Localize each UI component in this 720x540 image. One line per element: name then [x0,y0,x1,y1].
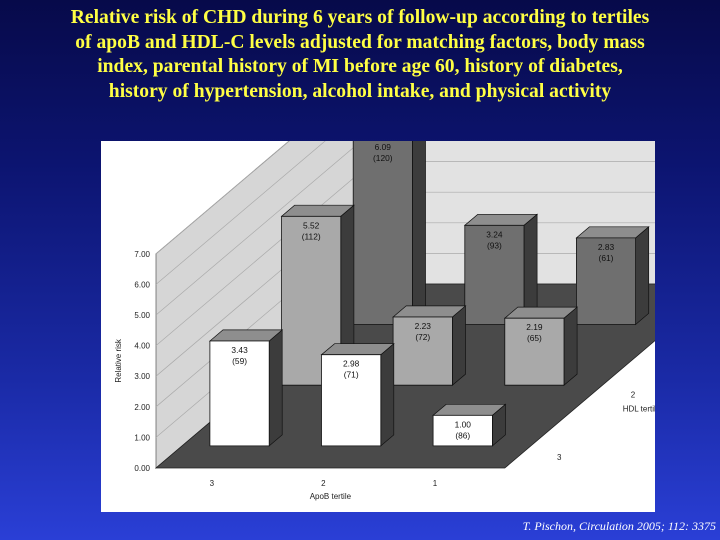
y-tick-label: 6.00 [134,280,150,289]
bar-top [320,343,395,356]
title-line-2: of apoB and HDL-C levels adjusted for ma… [75,31,645,53]
bar-top [392,305,467,318]
bar-count-label: (59) [232,356,247,366]
bar [392,316,453,386]
chart-svg: 0.00 1.00 2.00 3.00 4.00 5.00 6.00 7.00 Relative… [114,141,655,501]
x-tick-label: 3 [210,479,215,488]
title-line-1: Relative risk of CHD during 6 years of f… [70,7,650,28]
citation: T. Pischon, Circulation 2005; 112: 3375 [522,519,716,533]
gridline [155,141,326,285]
bar-count-label: (120) [373,153,393,163]
bar-value-label: 5.52 [303,220,320,230]
z-tick-label: 3 [557,453,562,462]
bar-value-label: 2.23 [415,321,432,331]
title-line-4: history of hypertension, alcohol intake,… [108,80,612,102]
bar-top [280,204,355,217]
y-tick-label: 4.00 [134,342,150,351]
bar-value-label: 3.43 [231,345,248,355]
bar-count-label: (72) [415,332,430,342]
x-axis-label: ApoB tertile [310,492,352,501]
bar-side [635,226,650,326]
bar-top [463,213,539,226]
bar-value-label: 3.24 [486,229,503,239]
chart-figure: 0.00 1.00 2.00 3.00 4.00 5.00 6.00 7.00 Relative… [101,141,655,512]
bar [352,141,413,325]
bar-value-label: 2.98 [343,359,360,369]
y-tick-label: 0.00 [134,464,150,473]
bar [575,237,636,325]
bar-top [575,226,650,239]
x-tick-label: 2 [321,479,326,488]
bar-side [380,342,395,447]
bar-side [563,306,578,386]
z-axis-label: HDL tertile [623,405,655,414]
bar-side [412,141,426,326]
bar [432,414,493,447]
gridline [155,141,290,255]
bar-count-label: (65) [527,333,542,343]
bar-top [208,329,284,342]
bar-top [503,306,579,319]
x-tick-label: 1 [433,479,438,488]
bar-value-label: 1.00 [455,419,472,429]
y-axis-label: Relative risk [114,338,123,383]
bar [281,215,342,386]
title-line-3: index, parental history of MI before age… [97,56,623,77]
bar-side [268,329,283,447]
bar-count-label: (112) [302,231,321,241]
bar-count-label: (61) [599,253,614,263]
bar-top [432,403,507,416]
bar-side [452,305,466,386]
y-tick-label: 2.00 [134,403,150,412]
bar-value-label: 2.19 [526,322,543,332]
y-tick-label: 7.00 [134,250,150,259]
bar [504,317,565,386]
gridline [155,141,362,316]
bar [464,224,525,325]
y-tick-label: 3.00 [134,372,150,381]
bar-count-label: (93) [487,240,502,250]
bar [209,340,270,447]
y-tick-label: 5.00 [134,311,150,320]
bar-value-label: 2.83 [598,242,615,252]
y-tick-label: 1.00 [134,433,150,442]
bar-count-label: (71) [344,370,359,380]
z-tick-label: 2 [631,391,636,400]
bar-value-label: 6.09 [375,142,392,152]
bar-count-label: (86) [455,430,470,440]
slide-title: Relative risk of CHD during 6 years of f… [0,6,720,104]
bar [321,354,382,447]
